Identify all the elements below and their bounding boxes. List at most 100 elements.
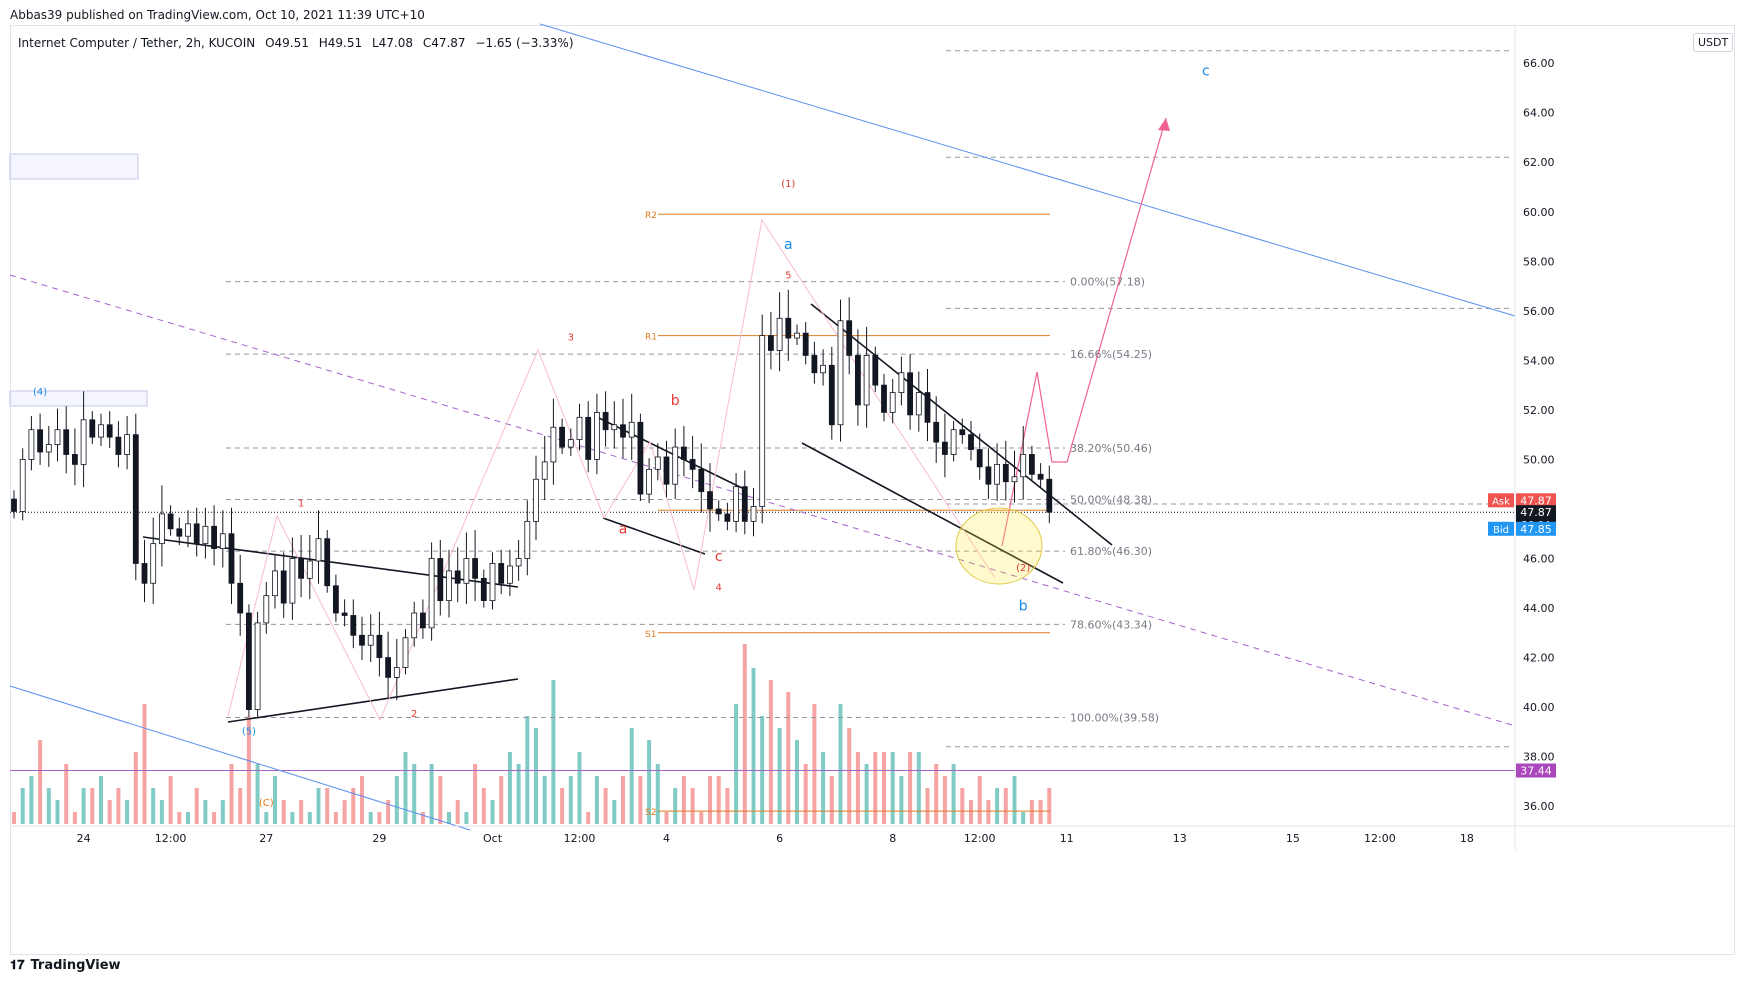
price-tag-label-bg [1488,493,1514,508]
candle-body [11,498,17,512]
legend-low: L47.08 [371,36,413,50]
volume-bar [855,752,860,824]
volume-bar [203,800,208,824]
chart-pane[interactable] [10,25,1735,955]
volume-bar [560,788,565,824]
price-tag-label-bg [1488,521,1514,536]
volume-bar [664,812,669,824]
candle-body [985,466,992,485]
candle-body [881,384,887,413]
candle-body [1037,473,1044,480]
candle-body [628,421,635,438]
volume-bar [438,776,443,824]
volume-bar [212,812,217,824]
x-tick-label: 6 [776,832,783,845]
price-tag-value: 47.87 [1520,494,1552,507]
fib-level-label: 61.80%(46.30) [1070,545,1152,558]
footer-brand[interactable]: 𝟏𝟕 TradingView [10,958,121,973]
volume-bar [377,812,382,824]
candle-body [115,436,122,455]
legend-close: C47.87 [422,36,466,50]
candle-body [524,520,531,559]
volume-bar [273,776,277,824]
volume-bar [821,752,826,824]
volume-bar [742,644,747,824]
fib-level-label: 78.60%(43.34) [1070,618,1152,631]
candle-body [707,491,713,510]
candle-body [759,335,766,507]
volume-bar [351,788,356,824]
volume-bar [864,764,869,824]
candle-body [80,419,87,465]
y-tick-label: 58.00 [1523,255,1555,268]
volume-bar [882,752,886,824]
axes: 36.0038.0040.0042.0044.0046.0048.0050.00… [10,26,1735,850]
volume-bar [142,704,147,824]
candle-body [1002,463,1009,483]
volume-bar [255,764,260,824]
volume-bar [116,788,121,824]
wave-label: b [1019,599,1028,615]
candle-body [211,525,218,550]
candle-body [837,320,844,426]
volume-bar [333,812,338,824]
candle-body [846,320,853,356]
projection-path [1001,117,1167,547]
volume-bar [368,812,373,824]
candle-body [602,411,609,431]
y-tick-label: 36.00 [1523,800,1555,813]
volume-bar [673,788,678,824]
candle-body [768,335,774,351]
candle-body [498,563,505,584]
candle-body [350,615,357,636]
volume-bar [586,812,591,824]
volume-bar [525,716,530,824]
candle-body [37,429,43,453]
candle-body [202,525,209,545]
volume-bar [394,776,399,824]
volume-bar [899,776,904,824]
volume-bar [603,788,608,824]
volume-bar [681,776,686,824]
wave-label: (C) [259,798,274,809]
candle-body [646,468,652,495]
x-tick-label: 18 [1460,832,1474,845]
volume-bar [455,800,460,824]
volume-bar [1038,800,1043,824]
range-box [9,390,148,407]
fib-level-label: 38.20%(50.46) [1070,442,1152,455]
candle-body [907,372,913,416]
candle-body [994,463,1000,485]
volume-bar [516,764,521,824]
candle-body [950,429,957,455]
candle-body [1046,478,1053,513]
trend-lines[interactable] [9,23,1516,831]
volume-bar [403,752,408,824]
x-tick-label: 12:00 [155,832,187,845]
volume-bar [542,776,547,824]
currency-unit-button[interactable]: USDT [1693,33,1734,52]
candle-body [533,478,539,522]
volume-bar [238,788,243,824]
fib-retracement[interactable]: 0.00%(57.18) 16.66%(54.25) 38.20%(50.46) 50… [10,50,1515,818]
candle-body [976,449,983,468]
candle-body [915,392,922,416]
volume-bar [829,776,834,824]
candle-body [454,570,461,584]
candle-body [924,392,931,423]
candle-body [228,533,235,584]
candle-body [306,560,313,579]
candle-body [263,595,270,624]
wave-label: 4 [716,583,722,594]
volume-bar [734,704,739,824]
volume-bar [977,776,982,824]
x-tick-label: 12:00 [1364,832,1396,845]
volume-bar [473,764,478,824]
candle-body [437,558,444,602]
candle-body [750,506,757,522]
wave-label: (1) [781,179,795,190]
candle-body [419,612,426,629]
volume-bar [716,776,721,824]
